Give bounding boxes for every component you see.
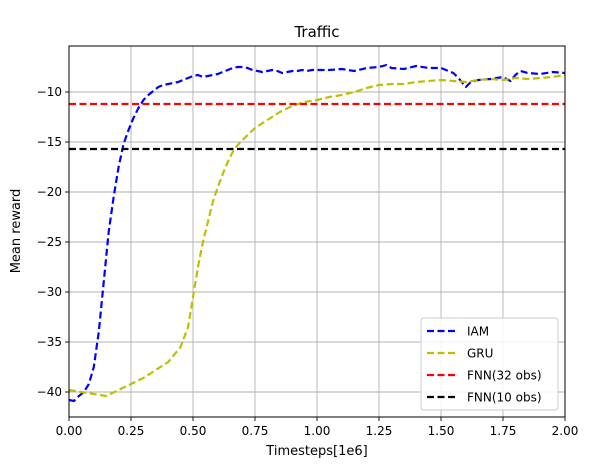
legend-label: IAM [467,325,489,339]
x-tick-label: 1.00 [304,424,331,438]
x-tick-label: 2.00 [552,424,579,438]
series-line-iam [68,63,566,403]
x-tick-label: 1.50 [428,424,455,438]
y-axis-ticks: −40 −35 −30 −25 −20 −15 −10 [37,85,69,399]
x-axis-ticks: 0.00 0.25 0.50 0.75 1.00 1.25 1.50 1.75 2.00 [56,417,579,438]
x-axis-label: Timesteps[1e6] [265,444,367,459]
y-tick-label: −30 [37,285,62,299]
x-tick-label: 1.75 [490,424,517,438]
y-tick-label: −25 [37,235,62,249]
series-lines [68,63,566,403]
x-tick-label: 0.00 [56,424,83,438]
y-tick-label: −15 [37,135,62,149]
y-tick-label: −40 [37,385,62,399]
legend-label: FNN(32 obs) [467,369,542,383]
legend-label: FNN(10 obs) [467,391,542,405]
y-axis-label: Mean reward [9,189,24,274]
x-tick-label: 0.50 [180,424,207,438]
x-tick-label: 0.75 [242,424,269,438]
x-tick-label: 1.25 [366,424,393,438]
legend-box [420,317,559,411]
chart-title: Traffic [293,23,339,41]
y-tick-label: −10 [37,85,62,99]
y-tick-label: −35 [37,335,62,349]
legend: IAM GRU FNN(32 obs) FNN(10 obs) [420,317,559,411]
series-line-gru [68,73,566,398]
legend-label: GRU [467,347,493,361]
x-tick-label: 0.25 [118,424,145,438]
y-tick-label: −20 [37,185,62,199]
